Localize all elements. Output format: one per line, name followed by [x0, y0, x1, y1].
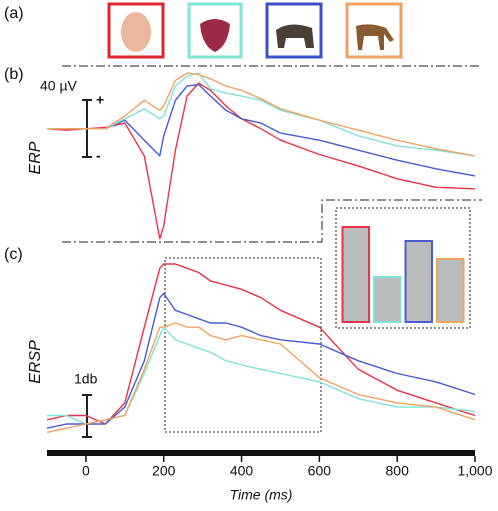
x-tick-label: 1,000 — [457, 463, 492, 479]
deer-shape — [356, 24, 394, 50]
y-axis-label: ERP — [27, 141, 44, 174]
deer-icon — [345, 2, 403, 59]
bar — [341, 226, 370, 323]
x-axis — [47, 450, 475, 456]
x-tick-label: 800 — [386, 463, 410, 479]
face-shape — [121, 12, 151, 52]
window-box — [164, 257, 322, 433]
line — [46, 322, 476, 434]
scale-label: 40 µV — [40, 78, 78, 94]
x-tick-label: 600 — [308, 463, 332, 479]
bar — [404, 240, 433, 323]
scale-label: 1db — [74, 371, 98, 387]
panel-label: (a) — [4, 5, 24, 22]
strawberry-shape — [200, 19, 230, 52]
y-axis-label: ERSP — [27, 340, 44, 384]
icons — [107, 2, 403, 59]
bar — [436, 258, 465, 323]
panel-label: (b) — [4, 66, 24, 83]
line — [47, 326, 476, 425]
x-tick-label: 200 — [152, 463, 176, 479]
x-tick-label: 0 — [82, 463, 90, 479]
scale-plus: + — [96, 92, 104, 108]
x-axis-label: Time (ms) — [230, 487, 293, 503]
bar — [373, 276, 402, 323]
hyena-shape — [276, 24, 314, 48]
line — [47, 72, 476, 157]
separator — [62, 199, 482, 243]
line — [47, 72, 476, 157]
panel-label: (c) — [4, 246, 23, 263]
scale-minus: - — [96, 148, 101, 164]
x-tick-label: 400 — [230, 463, 254, 479]
